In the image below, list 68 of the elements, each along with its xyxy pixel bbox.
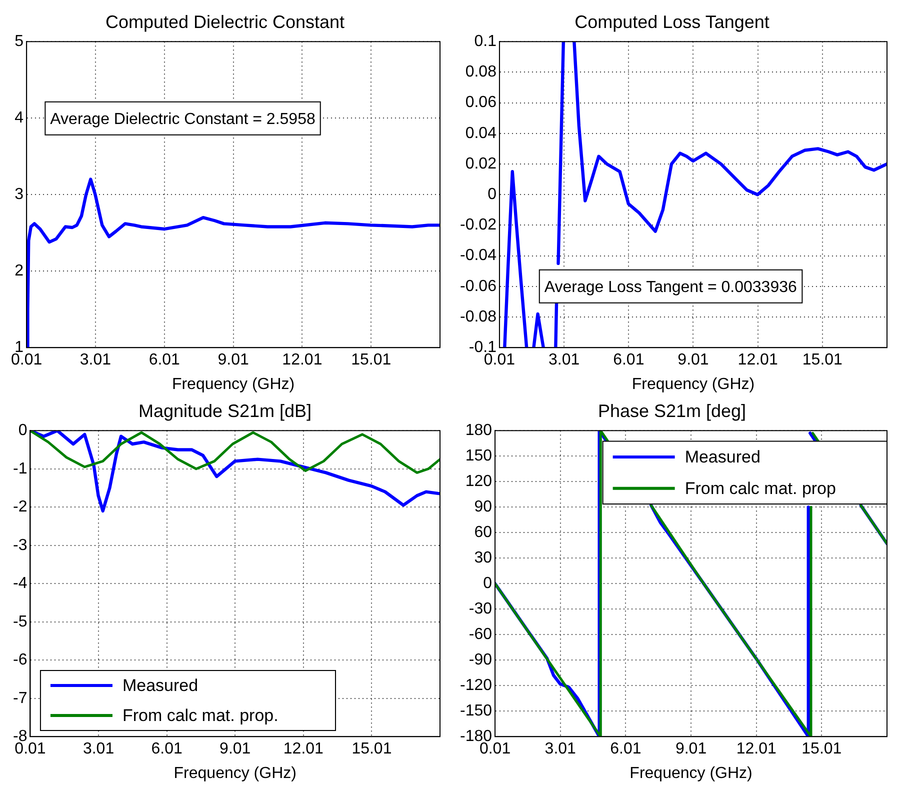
- x-tick-label: 15.01: [351, 352, 392, 369]
- y-tick-label: 0.06: [465, 94, 497, 112]
- y-tick-label: 0: [488, 186, 497, 204]
- y-tick-label: 180: [465, 422, 492, 440]
- annotation: Average Dielectric Constant = 2.5958: [50, 110, 316, 128]
- legend-label: Measured: [684, 448, 760, 467]
- y-tick-label: 90: [474, 498, 492, 516]
- legend-label: From calc mat. prop.: [122, 706, 278, 726]
- x-tick-label: 9.01: [675, 740, 707, 758]
- y-tick-label: -7: [12, 690, 28, 707]
- legend-label: Measured: [122, 676, 198, 696]
- x-tick-label: 6.01: [613, 352, 644, 369]
- y-tick-label: -0.06: [460, 278, 497, 295]
- y-tick-label: 0.1: [474, 33, 497, 50]
- y-tick-label: -30: [468, 600, 492, 618]
- x-tick-label: 3.01: [80, 352, 112, 369]
- y-tick-label: -6: [12, 652, 28, 669]
- y-tick-label: -5: [12, 613, 28, 630]
- x-tick-label: 9.01: [218, 352, 249, 369]
- chart-title: Phase S21m [deg]: [598, 400, 746, 421]
- x-axis-title: Frequency (GHz): [174, 764, 296, 782]
- y-tick-label: 3: [14, 186, 24, 204]
- y-tick-label: -150: [460, 702, 492, 720]
- y-tick-label: 120: [465, 473, 492, 490]
- y-tick-label: 0.08: [465, 64, 497, 81]
- x-tick-label: 15.01: [352, 740, 392, 758]
- legend-label: From calc mat. prop: [684, 479, 836, 498]
- y-tick-label: 5: [14, 33, 24, 50]
- y-tick-label: -0.08: [460, 308, 497, 326]
- x-tick-label: 6.01: [148, 352, 180, 369]
- x-tick-label: 12.01: [736, 740, 776, 758]
- y-tick-label: 4: [14, 110, 24, 127]
- x-axis-title: Frequency (GHz): [632, 376, 755, 393]
- y-tick-label: 150: [465, 448, 492, 465]
- x-tick-label: 12.01: [283, 740, 324, 758]
- annotation: Average Loss Tangent = 0.0033936: [544, 278, 797, 296]
- x-tick-label: 9.01: [220, 740, 251, 758]
- x-tick-label: 12.01: [738, 352, 778, 369]
- x-axis-title: Frequency (GHz): [630, 764, 752, 782]
- chart-title: Computed Loss Tangent: [574, 12, 770, 32]
- y-tick-label: -90: [468, 652, 492, 669]
- y-tick-label: -0.02: [460, 216, 497, 234]
- x-tick-label: 6.01: [610, 740, 642, 758]
- x-axis-title: Frequency (GHz): [172, 376, 295, 393]
- x-tick-label: 15.01: [802, 352, 843, 369]
- chart-title: Computed Dielectric Constant: [105, 12, 345, 32]
- y-tick-label: 0: [18, 422, 28, 440]
- x-tick-label: 3.01: [82, 740, 114, 758]
- chart-title: Magnitude S21m [dB]: [138, 400, 312, 421]
- y-tick-label: 0.04: [465, 124, 497, 142]
- y-tick-label: -4: [12, 575, 28, 592]
- x-tick-label: 6.01: [151, 740, 182, 758]
- y-tick-label: 2: [14, 262, 24, 280]
- y-tick-label: -1: [12, 460, 28, 478]
- y-tick-label: -3: [12, 536, 28, 554]
- y-tick-label: -120: [460, 677, 492, 694]
- x-tick-label: 12.01: [282, 352, 322, 369]
- y-tick-label: 0: [483, 575, 492, 592]
- x-tick-label: 3.01: [544, 740, 576, 758]
- x-tick-label: 9.01: [678, 352, 709, 369]
- x-tick-label: 15.01: [802, 740, 842, 758]
- y-tick-label: -60: [468, 626, 492, 644]
- y-tick-label: 30: [474, 550, 492, 567]
- y-tick-label: -2: [12, 498, 28, 516]
- y-tick-label: 0.02: [465, 155, 497, 172]
- x-tick-label: 3.01: [548, 352, 580, 369]
- y-tick-label: -0.04: [460, 247, 497, 264]
- y-tick-label: 60: [474, 524, 492, 542]
